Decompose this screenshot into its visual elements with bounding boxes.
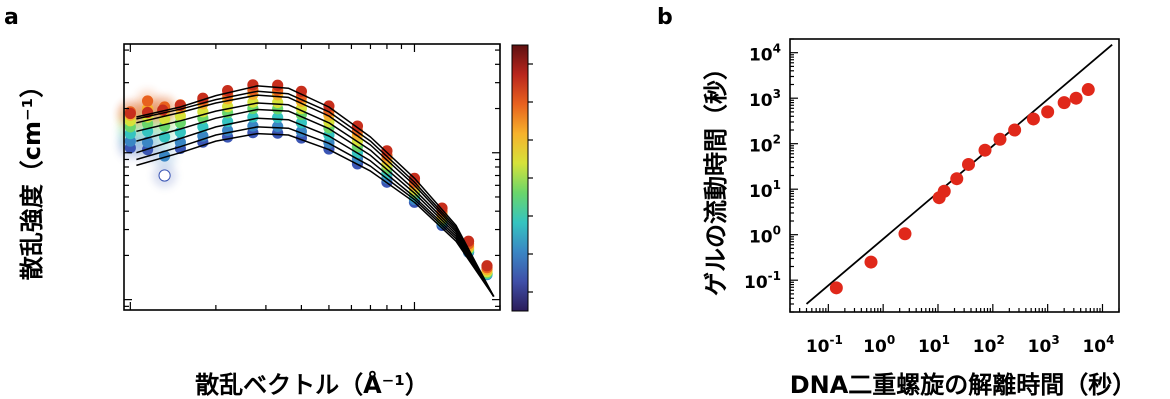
fit-curves [136, 85, 495, 297]
data-point [247, 79, 259, 91]
tick-exponent: 1 [942, 333, 950, 347]
data-point [864, 255, 878, 269]
data-point [381, 145, 393, 157]
data-point [141, 95, 154, 107]
axes-a [124, 44, 501, 310]
tick-exponent: 3 [773, 87, 781, 101]
panel-letter-b: b [657, 5, 673, 30]
fit-line [136, 85, 495, 297]
tick-base: 10 [806, 337, 830, 357]
tick-exponent: 1 [773, 178, 781, 192]
x-axis-title-b: DNA二重螺旋の解離時間（秒） [790, 371, 1137, 399]
tick-base: 10 [749, 137, 773, 157]
tick-exponent: 2 [996, 333, 1004, 347]
x-tick-label-b: 10-1 [806, 333, 843, 357]
data-point [272, 111, 284, 124]
tick-base: 10 [1082, 337, 1106, 357]
data-point [950, 172, 964, 186]
fit-line [136, 126, 495, 297]
tick-base: 10 [1028, 337, 1052, 357]
x-tick-label-b: 101 [918, 333, 950, 357]
tick-base: 10 [744, 273, 768, 293]
data-point [937, 184, 951, 198]
tick-exponent: -1 [829, 333, 842, 347]
data-point [481, 260, 493, 272]
fit-line [136, 132, 495, 297]
tick-base: 10 [749, 228, 773, 248]
colorbar-labels [528, 63, 533, 293]
data-point [1081, 83, 1095, 97]
plot-frame-a [123, 43, 501, 311]
tick-exponent: 4 [1106, 333, 1114, 347]
data-point [1041, 105, 1055, 119]
tick-base: 10 [749, 182, 773, 202]
tick-exponent: 4 [773, 42, 781, 56]
data-point [272, 120, 284, 133]
y-axis-title-b: ゲルの流動時間（秒） [702, 56, 730, 296]
data-point [961, 157, 975, 171]
colorbar [511, 44, 529, 312]
scattering-chart: 散乱ベクトル（Å⁻¹） 散乱強度（cm⁻¹） [18, 43, 533, 399]
tick-exponent: 0 [773, 224, 781, 238]
data-point [1069, 91, 1083, 105]
data-points-b [829, 83, 1095, 295]
x-tick-label-b: 100 [863, 333, 895, 357]
data-point [829, 281, 843, 295]
fit-line [136, 90, 495, 297]
tick-base: 10 [749, 91, 773, 111]
y-tick-label-b: 103 [749, 87, 781, 111]
data-point [158, 169, 171, 182]
tick-exponent: 3 [1051, 333, 1059, 347]
panel-letter-a: a [4, 5, 19, 30]
tick-exponent: -1 [768, 269, 781, 283]
x-tick-label-b: 103 [1028, 333, 1060, 357]
data-point [272, 79, 284, 91]
fit-line [136, 108, 495, 297]
tick-base: 10 [973, 337, 997, 357]
data-point [978, 143, 992, 157]
tick-base: 10 [918, 337, 942, 357]
x-tick-label-b: 102 [973, 333, 1005, 357]
data-point [124, 107, 136, 120]
tick-base: 10 [749, 46, 773, 66]
fit-line [136, 117, 495, 297]
tick-base: 10 [863, 337, 887, 357]
data-point [898, 227, 912, 241]
data-point [1008, 123, 1022, 137]
y-tick-label-b: 102 [749, 133, 781, 157]
x-axis-title-a: 散乱ベクトル（Å⁻¹） [195, 370, 429, 399]
y-tick-label-b: 104 [749, 42, 781, 66]
data-point [1057, 96, 1071, 110]
y-tick-label-b: 101 [749, 178, 781, 202]
y-tick-label-b: 100 [749, 224, 781, 248]
tick-exponent: 0 [887, 333, 895, 347]
data-point [993, 132, 1007, 146]
y-axis-title-a: 散乱強度（cm⁻¹） [18, 74, 46, 280]
x-tick-label-b: 104 [1082, 333, 1114, 357]
data-point [1026, 112, 1040, 126]
fit-line [136, 102, 495, 297]
tick-exponent: 2 [773, 133, 781, 147]
y-tick-label-b: 10-1 [744, 269, 781, 293]
fit-line [136, 94, 495, 297]
data-point [295, 85, 307, 97]
